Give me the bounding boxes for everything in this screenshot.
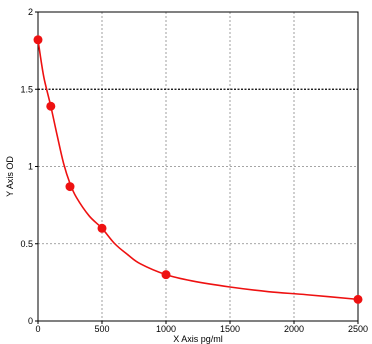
y-tick-label: 1.5 <box>20 84 33 94</box>
fit-curve-line <box>37 39 359 301</box>
grid-layer <box>38 12 358 321</box>
y-tick-label: 0.5 <box>20 239 33 249</box>
x-tick-label: 1000 <box>156 324 176 334</box>
x-tick-label: 1500 <box>220 324 240 334</box>
x-axis-title: X Axis pg/ml <box>173 334 223 344</box>
x-tick-label: 500 <box>94 324 109 334</box>
data-point <box>97 223 107 233</box>
x-tick-label: 0 <box>35 324 40 334</box>
y-tick-label: 2 <box>28 7 33 17</box>
data-point <box>65 182 75 192</box>
y-tick-label: 1 <box>28 162 33 172</box>
y-tick-label: 0 <box>28 316 33 326</box>
data-points-layer <box>33 35 363 304</box>
data-point <box>161 270 171 280</box>
data-point <box>33 35 43 45</box>
x-tick-label: 2500 <box>348 324 368 334</box>
y-axis-title: Y Axis OD <box>5 156 15 197</box>
x-tick-label: 2000 <box>284 324 304 334</box>
data-point <box>353 294 363 304</box>
fit-curve-layer <box>37 39 359 301</box>
tick-labels-layer: 0 500 1000 1500 2000 2500 0 0.5 1 1.5 2 <box>20 7 368 334</box>
data-point <box>46 101 56 111</box>
